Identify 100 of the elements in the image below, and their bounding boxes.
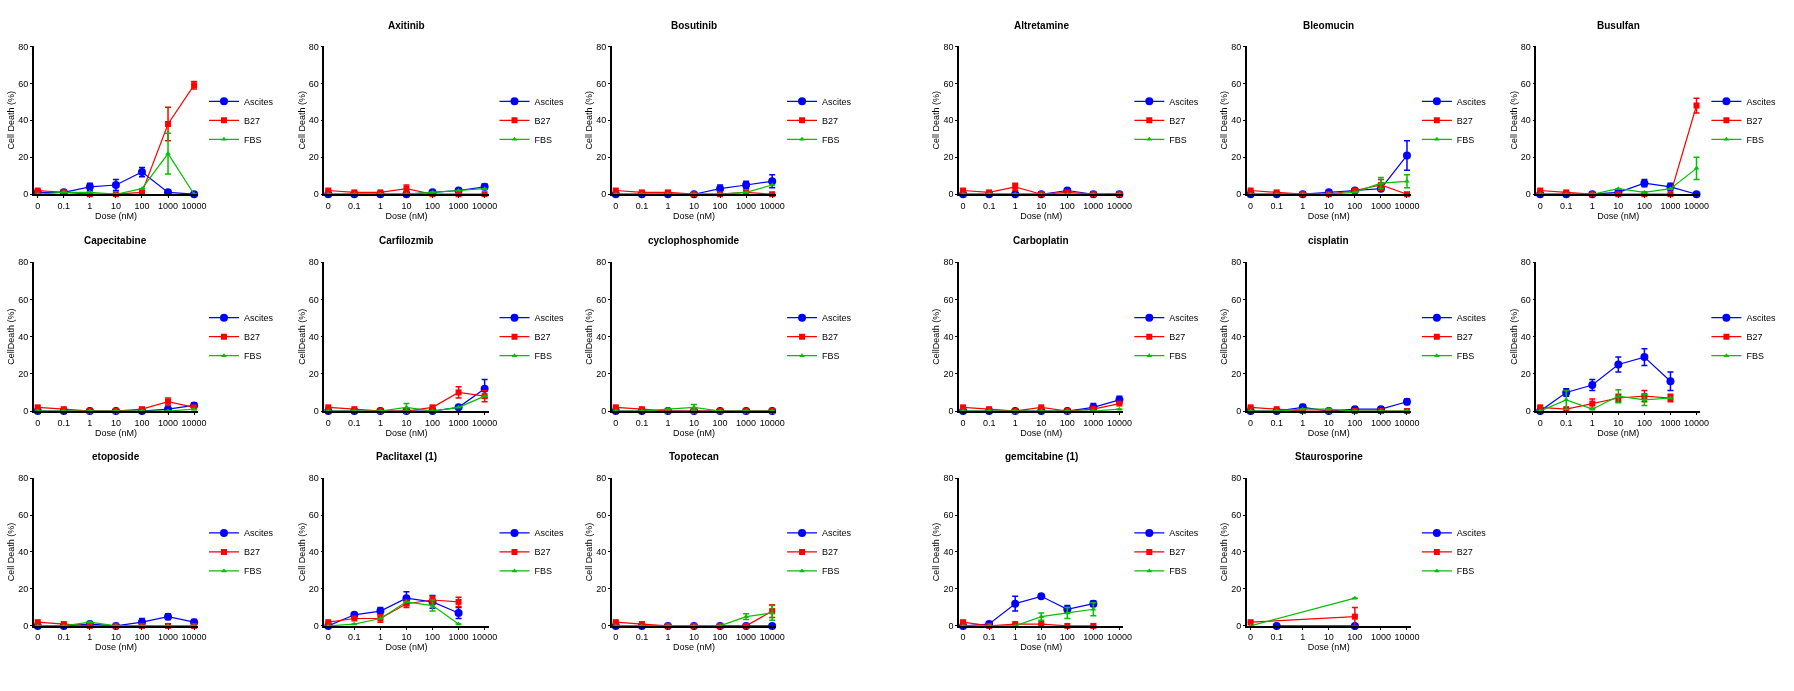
- x-tick-label: 1: [665, 632, 671, 643]
- legend-label: B27: [1456, 115, 1473, 126]
- x-tick-label: 10000: [181, 200, 207, 211]
- legend-label: Ascites: [822, 528, 852, 539]
- legend-label: B27: [534, 547, 551, 558]
- y-tick-label: 0: [601, 621, 607, 632]
- x-axis-title: Dose (nM): [1597, 210, 1640, 221]
- chart-title: Bosutinib: [671, 20, 718, 31]
- x-axis-title: Dose (nM): [385, 642, 428, 653]
- legend-label: Ascites: [1169, 96, 1199, 107]
- chart-title: Paclitaxel (1): [376, 451, 438, 462]
- x-tick-label: 1000: [1083, 632, 1104, 643]
- y-tick-label: 80: [943, 41, 954, 52]
- y-tick-label: 0: [1236, 406, 1242, 417]
- legend-label: B27: [822, 115, 839, 126]
- y-tick-label: 0: [313, 621, 319, 632]
- x-tick-label: 10000: [759, 200, 785, 211]
- x-tick-label: 1000: [1083, 417, 1104, 428]
- x-axis-title: Dose (nM): [1020, 210, 1063, 221]
- x-tick-label: 0: [613, 417, 619, 428]
- y-axis-title: Cell Death (%): [1508, 91, 1519, 150]
- chart-title: gemcitabine (1): [1005, 451, 1079, 462]
- legend-label: FBS: [534, 134, 553, 145]
- y-tick-label: 80: [1231, 41, 1242, 52]
- x-tick-label: 100: [1347, 632, 1363, 643]
- y-axis-title: Cell Death (%): [6, 91, 17, 150]
- legend-label: B27: [534, 115, 551, 126]
- x-tick-label: 0.1: [635, 200, 649, 211]
- y-tick-label: 40: [596, 331, 607, 342]
- y-tick-label: 0: [313, 406, 319, 417]
- y-tick-label: 0: [23, 621, 29, 632]
- x-tick-label: 100: [425, 417, 441, 428]
- y-tick-label: 80: [596, 257, 607, 268]
- y-tick-label: 20: [596, 584, 607, 595]
- x-axis-title: Dose (nM): [1020, 427, 1063, 438]
- legend-label: FBS: [1456, 134, 1475, 145]
- y-tick-label: 20: [18, 152, 29, 163]
- x-tick-label: 10000: [759, 417, 785, 428]
- legend-label: FBS: [243, 134, 262, 145]
- x-tick-label: 1000: [1660, 417, 1681, 428]
- y-tick-label: 20: [18, 584, 29, 595]
- legend-label: FBS: [1456, 351, 1475, 362]
- y-tick-label: 20: [943, 368, 954, 379]
- y-tick-label: 60: [943, 78, 954, 89]
- x-tick-label: 100: [425, 200, 441, 211]
- legend-label: FBS: [1169, 566, 1187, 577]
- chart-title: Carfilozmib: [379, 235, 434, 246]
- legend-label: Ascites: [243, 313, 274, 324]
- x-tick-label: 10: [1613, 200, 1624, 211]
- x-tick-label: 1: [1300, 200, 1306, 211]
- y-tick-label: 40: [596, 547, 607, 558]
- x-tick-label: 0: [1248, 200, 1254, 211]
- legend-label: FBS: [822, 566, 840, 577]
- x-tick-label: 10: [1036, 632, 1047, 643]
- x-tick-label: 1000: [158, 632, 179, 643]
- y-axis-title: Cell Death (%): [584, 91, 595, 150]
- x-tick-label: 100: [134, 417, 150, 428]
- x-tick-label: 1: [377, 417, 383, 428]
- x-tick-label: 10: [1036, 200, 1047, 211]
- y-axis-title: CellDeath (%): [6, 308, 17, 365]
- y-tick-label: 40: [18, 331, 29, 342]
- y-axis-title: CellDeath (%): [1508, 308, 1519, 365]
- x-axis-title: Dose (nM): [1597, 427, 1640, 438]
- x-tick-label: 0: [325, 632, 331, 643]
- y-tick-label: 80: [1231, 257, 1242, 268]
- x-tick-label: 10: [1323, 417, 1334, 428]
- y-tick-label: 20: [1520, 368, 1531, 379]
- x-tick-label: 0.1: [982, 417, 996, 428]
- y-axis-title: Cell Death (%): [6, 522, 17, 582]
- y-tick-label: 60: [18, 510, 29, 521]
- y-tick-label: 60: [308, 510, 319, 521]
- x-tick-label: 10: [401, 632, 412, 643]
- x-tick-label: 1: [1589, 200, 1595, 211]
- x-tick-label: 1000: [1370, 200, 1391, 211]
- x-axis-title: Dose (nM): [1307, 427, 1350, 438]
- x-tick-label: 0: [1248, 632, 1254, 643]
- y-tick-label: 80: [596, 473, 607, 484]
- legend-label: Ascites: [1746, 313, 1776, 324]
- y-tick-label: 0: [1236, 621, 1242, 632]
- x-tick-label: 0: [613, 632, 619, 643]
- x-tick-label: 1000: [1370, 632, 1391, 643]
- x-tick-label: 10: [1323, 200, 1334, 211]
- x-axis-title: Dose (nM): [1307, 642, 1350, 653]
- x-tick-label: 1: [665, 417, 671, 428]
- x-tick-label: 0.1: [1270, 632, 1283, 643]
- x-tick-label: 0.1: [57, 632, 71, 643]
- y-tick-label: 20: [596, 368, 607, 379]
- y-tick-label: 0: [948, 621, 954, 632]
- x-tick-label: 10: [110, 632, 121, 643]
- y-axis-title: Cell Death (%): [296, 522, 307, 582]
- y-tick-label: 80: [18, 473, 29, 484]
- x-tick-label: 0.1: [635, 417, 649, 428]
- legend-label: Ascites: [1169, 313, 1199, 324]
- y-tick-label: 60: [1520, 294, 1531, 305]
- x-axis-title: Dose (nM): [1307, 210, 1350, 221]
- y-axis-title: Cell Death (%): [931, 522, 942, 582]
- x-tick-label: 0.1: [348, 632, 361, 643]
- x-tick-label: 0: [1248, 417, 1254, 428]
- x-tick-label: 1000: [158, 417, 179, 428]
- x-tick-label: 10: [110, 417, 121, 428]
